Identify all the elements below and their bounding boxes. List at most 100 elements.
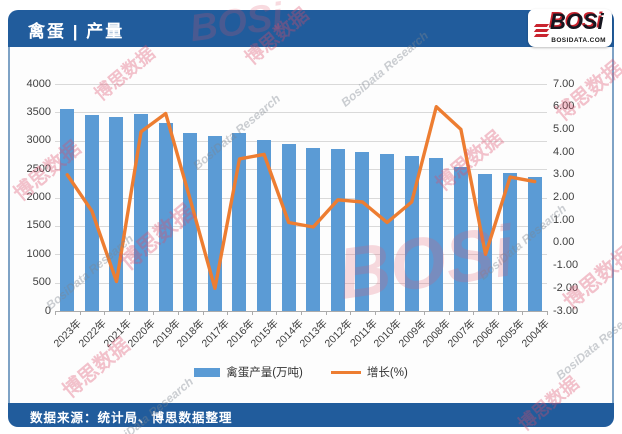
y-axis-right-tick: -1.00 (553, 259, 579, 272)
x-axis-tick (424, 311, 425, 315)
logo-stripes-icon (533, 22, 550, 39)
chart-footer: 数据来源：统计局、博思数据整理 (8, 403, 614, 427)
bar-slot (178, 84, 203, 311)
gridline (55, 84, 547, 85)
x-axis-tick (55, 311, 56, 315)
bar-slot (301, 84, 326, 311)
gridline (55, 140, 547, 142)
legend-label: 禽蛋产量(万吨) (226, 367, 303, 379)
production-bar (60, 108, 75, 311)
x-axis-tick (301, 311, 302, 315)
bar-slot (252, 84, 277, 311)
chart-body: 4000 3500 3000 2500 2000 1500 1000 500 0 7.00 6.0… (8, 47, 614, 403)
y-axis-left-tick: 2500 (26, 162, 51, 175)
x-axis-tick (325, 311, 327, 315)
y-axis-left-tick: 1500 (26, 219, 51, 232)
x-axis-tick (547, 311, 548, 315)
bar-slot (449, 84, 474, 311)
y-axis-right-tick: 5.00 (553, 122, 575, 135)
legend-item: 增长(%) (330, 364, 408, 380)
production-bar (183, 133, 198, 311)
x-axis-labels: 2023年 2022年 2021年 2020年 2019年 2018年 2017年 2016年… (52, 316, 552, 358)
x-axis-tick (276, 311, 278, 315)
production-bar (257, 140, 272, 311)
y-axis-left-tick: 4000 (26, 77, 51, 90)
y-axis-right-tick: 2.00 (553, 191, 575, 203)
x-axis-tick (227, 311, 229, 315)
y-axis-left-tick: 0 (44, 304, 51, 317)
legend-swatch-line (330, 370, 361, 374)
chart-card: 禽蛋 | 产量 BOSi BOSIDATA.COM 4000 3500 3000 25… (8, 9, 614, 427)
y-axis-left-tick: 3500 (26, 105, 51, 118)
legend-swatch-bar (194, 367, 221, 377)
y-axis-right-tick: 4.00 (553, 145, 575, 158)
y-axis-left-tick: 1000 (26, 247, 51, 260)
gridline (55, 169, 547, 171)
bar-series (55, 84, 547, 311)
production-bar (429, 157, 444, 311)
x-axis-ticks (55, 311, 548, 316)
data-source-text: 数据来源：统计局、博思数据整理 (30, 411, 233, 425)
bar-slot (350, 84, 375, 311)
production-bar (527, 177, 542, 311)
production-bar (330, 148, 345, 311)
plot-area (55, 84, 547, 312)
bar-slot (522, 84, 547, 311)
bar-slot (153, 84, 178, 311)
production-bar (453, 167, 468, 311)
y-axis-right-tick: 1.00 (553, 213, 575, 226)
production-bar (502, 173, 517, 311)
chart-title: 禽蛋 | 产量 (28, 22, 125, 41)
x-axis-tick (128, 311, 130, 315)
legend: 禽蛋产量(万吨) 增长(%) (55, 364, 547, 380)
y-axis-right-tick: 6.00 (553, 100, 575, 113)
gridline (55, 197, 547, 199)
x-axis-tick (153, 311, 155, 315)
x-axis-tick (178, 311, 179, 315)
production-bar (380, 154, 395, 311)
x-axis-tick (350, 311, 352, 315)
y-axis-left-tick: 500 (32, 276, 51, 289)
x-axis-tick (374, 311, 376, 315)
gridline (55, 254, 547, 256)
y-axis-left-tick: 2000 (26, 191, 51, 203)
y-axis-right-tick: -3.00 (553, 304, 579, 317)
bosi-logo: BOSi BOSIDATA.COM (528, 9, 612, 47)
bar-slot (498, 84, 523, 311)
bar-slot (55, 84, 80, 311)
x-axis-tick (448, 311, 450, 315)
production-bar (306, 148, 321, 311)
logo-text: BOSi (550, 9, 604, 34)
gridline (55, 112, 547, 114)
production-bar (281, 144, 296, 311)
y-axis-right-tick: 3.00 (553, 168, 575, 181)
bar-slot (326, 84, 351, 311)
x-axis-tick (251, 311, 253, 315)
production-bar (355, 151, 370, 311)
growth-line-series (65, 105, 537, 291)
legend-label: 增长(%) (366, 367, 408, 379)
production-bar (478, 173, 493, 311)
y-axis-right: 7.00 6.00 5.00 4.00 3.00 2.00 1.00 0.00 -1.00 -2.… (553, 78, 599, 317)
bar-slot (375, 84, 400, 311)
bar-slot (424, 84, 449, 311)
logo-domain: BOSIDATA.COM (551, 37, 606, 44)
production-bar (158, 123, 173, 311)
x-axis-tick (399, 311, 401, 315)
x-axis-tick (104, 311, 106, 315)
bar-slot (473, 84, 498, 311)
y-axis-right-tick: 0.00 (553, 236, 575, 249)
y-axis-right-tick: -2.00 (553, 281, 579, 294)
y-axis-right-tick: 7.00 (553, 77, 575, 90)
y-axis-left-tick: 3000 (26, 134, 51, 147)
x-axis-tick (202, 311, 204, 315)
chart-header: 禽蛋 | 产量 BOSi BOSIDATA.COM (8, 9, 614, 47)
gridline (55, 282, 547, 284)
x-axis-tick (497, 311, 499, 315)
x-axis-tick (522, 311, 524, 315)
y-axis-left: 4000 3500 3000 2500 2000 1500 1000 500 0 (13, 78, 51, 317)
x-axis-tick (79, 311, 81, 315)
legend-item: 禽蛋产量(万吨) (194, 364, 303, 380)
x-axis-tick (473, 311, 475, 315)
